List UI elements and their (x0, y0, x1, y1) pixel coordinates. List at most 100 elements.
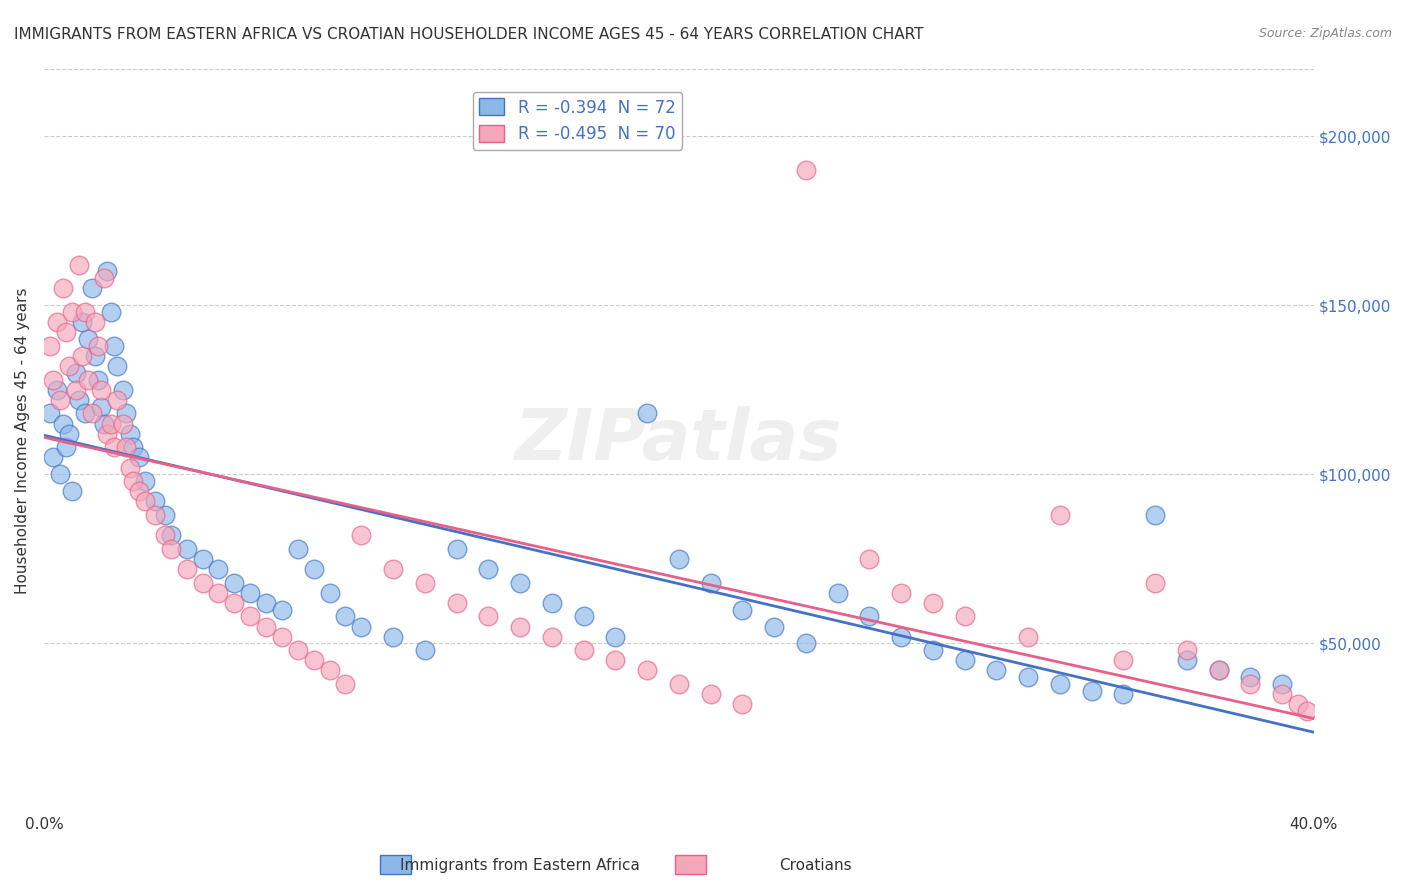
Point (413, 643, 436, 657)
Point (45, 383, 67, 397)
Point (509, 619, 531, 633)
Point (1286, 698, 1309, 712)
Point (207, 585, 229, 599)
Point (118, 460, 141, 475)
Point (134, 474, 156, 488)
Point (103, 440, 125, 454)
Point (87, 373, 110, 387)
Point (636, 407, 658, 421)
Point (153, 508, 176, 522)
Point (153, 528, 176, 542)
Point (605, 630, 627, 644)
Point (350, 619, 373, 633)
Point (1208, 664, 1230, 678)
Point (55, 326, 77, 340)
Point (1017, 670, 1039, 684)
Point (67, 258, 90, 272)
Point (80, 407, 103, 421)
Point (1049, 677, 1071, 691)
Point (112, 417, 135, 431)
Point (77, 373, 100, 387)
Point (413, 575, 436, 590)
Point (636, 664, 658, 678)
Point (858, 609, 880, 624)
Point (794, 163, 817, 178)
Point (65, 366, 87, 380)
Point (77, 332, 100, 346)
Point (160, 528, 183, 542)
Point (176, 562, 198, 576)
Text: Source: ZipAtlas.com: Source: ZipAtlas.com (1258, 27, 1392, 40)
Point (271, 630, 294, 644)
Point (827, 585, 849, 599)
Point (55, 440, 77, 454)
Point (858, 552, 880, 566)
Point (890, 585, 912, 599)
Point (42, 450, 65, 465)
Point (921, 643, 943, 657)
Point (335, 677, 357, 691)
Point (302, 562, 325, 576)
Point (112, 383, 135, 397)
Point (160, 541, 183, 556)
Point (70, 315, 93, 329)
Point (1239, 677, 1261, 691)
Point (1239, 670, 1261, 684)
Point (58, 426, 80, 441)
Point (121, 474, 143, 488)
Point (921, 596, 943, 610)
Point (224, 575, 246, 590)
Point (191, 575, 214, 590)
Point (143, 508, 166, 522)
Point (890, 630, 912, 644)
Point (254, 596, 277, 610)
Text: ZIPatlas: ZIPatlas (515, 406, 842, 475)
Point (128, 484, 150, 499)
Point (62, 484, 84, 499)
Point (540, 630, 562, 644)
Point (318, 664, 340, 678)
Point (83, 315, 105, 329)
Point (953, 609, 976, 624)
Point (731, 698, 754, 712)
Point (39, 339, 62, 353)
Point (1175, 653, 1198, 667)
Point (224, 596, 246, 610)
Point (1112, 687, 1135, 701)
Point (1017, 630, 1039, 644)
Point (794, 636, 817, 650)
Point (953, 653, 976, 667)
Point (75, 407, 97, 421)
Point (1080, 683, 1102, 698)
Point (763, 619, 786, 633)
Point (103, 339, 125, 353)
Point (118, 426, 141, 441)
Point (287, 643, 309, 657)
Point (1296, 704, 1319, 718)
Point (58, 359, 80, 373)
Point (134, 494, 156, 508)
Point (70, 349, 93, 363)
Y-axis label: Householder Income Ages 45 - 64 years: Householder Income Ages 45 - 64 years (15, 287, 30, 594)
Point (318, 585, 340, 599)
Text: IMMIGRANTS FROM EASTERN AFRICA VS CROATIAN HOUSEHOLDER INCOME AGES 45 - 64 YEARS: IMMIGRANTS FROM EASTERN AFRICA VS CROATI… (14, 27, 924, 42)
Point (105, 359, 128, 373)
Point (446, 541, 468, 556)
Point (115, 407, 138, 421)
Point (100, 305, 122, 319)
Point (87, 339, 110, 353)
Point (93, 271, 115, 285)
Point (382, 562, 405, 576)
Point (446, 596, 468, 610)
Point (731, 602, 754, 616)
Point (45, 315, 67, 329)
Point (42, 373, 65, 387)
Point (350, 528, 373, 542)
Point (1271, 677, 1294, 691)
Point (75, 305, 97, 319)
Point (699, 575, 721, 590)
Point (52, 417, 75, 431)
Point (1175, 643, 1198, 657)
Point (271, 602, 294, 616)
Point (668, 677, 690, 691)
